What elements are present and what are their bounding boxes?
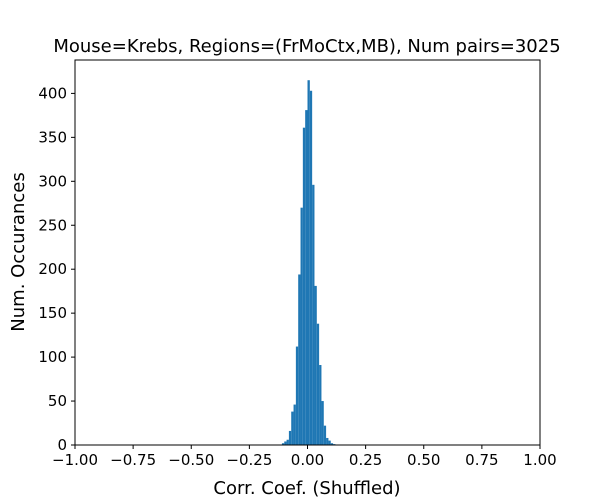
- x-tick-label: −0.75: [110, 451, 156, 469]
- histogram-bar-20: [328, 440, 331, 445]
- histogram-bar-18: [323, 425, 327, 445]
- histogram-bar-21: [330, 443, 334, 445]
- x-tick-label: −0.25: [226, 451, 272, 469]
- x-tick-label: 0.50: [407, 451, 440, 469]
- x-tick-label: −1.00: [52, 451, 98, 469]
- x-axis-ticks: −1.00 −0.75 −0.50 −0.25 0.00 0.25 0.50 0.75 1.00: [52, 445, 557, 469]
- y-axis-label: Num. Occurances: [8, 172, 29, 331]
- x-axis-label: Corr. Coef. (Shuffled): [213, 478, 400, 499]
- histogram-bar-11: [307, 80, 310, 446]
- x-tick-label: −0.50: [168, 451, 214, 469]
- histogram-bar-5: [293, 404, 296, 445]
- y-tick-label: 300: [38, 172, 67, 190]
- histogram-bar-6: [295, 346, 299, 445]
- y-axis-ticks: 0 50 100 150 200 250 300 350 400: [38, 84, 75, 454]
- y-tick-label: 250: [38, 216, 67, 234]
- histogram-bar-12: [309, 90, 313, 446]
- y-tick-label: 200: [38, 260, 67, 278]
- histogram-bar-17: [321, 401, 324, 445]
- histogram-bar-1: [284, 441, 287, 445]
- histogram-bar-0: [281, 443, 285, 445]
- histogram-bar-7: [298, 274, 301, 445]
- histogram-bar-15: [316, 323, 320, 445]
- y-tick-label: 150: [38, 304, 67, 322]
- y-tick-label: 400: [38, 84, 67, 102]
- y-tick-label: 0: [57, 436, 67, 454]
- histogram-bar-14: [314, 285, 317, 445]
- x-tick-label: 0.00: [291, 451, 324, 469]
- x-tick-label: 0.75: [465, 451, 498, 469]
- histogram-bar-3: [288, 430, 292, 445]
- y-tick-label: 50: [48, 392, 67, 410]
- histogram-bar-4: [291, 411, 294, 445]
- y-tick-label: 100: [38, 348, 67, 366]
- chart-title: Mouse=Krebs, Regions=(FrMoCtx,MB), Num p…: [53, 36, 560, 57]
- histogram-bars: [281, 80, 336, 446]
- histogram-bar-10: [305, 110, 308, 446]
- histogram-bar-2: [286, 439, 289, 445]
- histogram-bar-16: [319, 365, 322, 445]
- histogram-bar-9: [302, 127, 306, 445]
- histogram-bar-8: [300, 207, 303, 445]
- histogram-bar-13: [312, 184, 315, 445]
- x-tick-label: 1.00: [523, 451, 556, 469]
- x-tick-label: 0.25: [349, 451, 382, 469]
- histogram-bar-19: [326, 437, 329, 445]
- y-tick-label: 350: [38, 128, 67, 146]
